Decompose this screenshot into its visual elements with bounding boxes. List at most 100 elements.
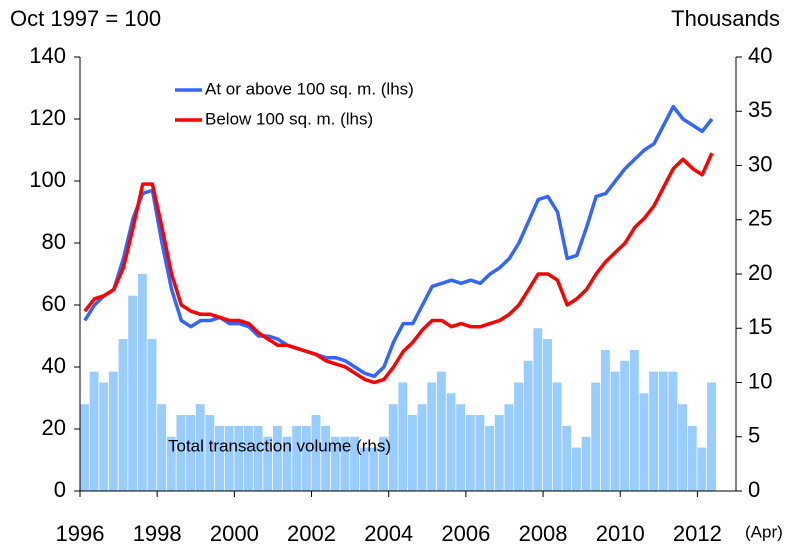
y2-axis-title: Thousands [671,6,780,31]
bar [340,436,350,491]
bar [224,425,234,491]
bar [707,382,716,491]
bar [166,436,176,491]
y-tick-label: 40 [42,353,66,378]
bar [581,436,591,491]
bar [330,436,340,491]
bar [359,447,369,491]
annotation: (Apr) [745,522,783,541]
bar [485,425,495,491]
bar [398,382,408,491]
bar [128,295,138,491]
bar [253,425,263,491]
bar [108,371,118,491]
bar [282,436,292,491]
y-tick-label: 120 [29,105,66,130]
bar [176,415,186,491]
bar [147,339,157,491]
x-tick-label: 2012 [673,521,722,546]
bar [668,371,678,491]
y-tick-label: 100 [29,167,66,192]
bar [195,404,205,491]
x-tick-label: 2002 [287,521,336,546]
bar [157,404,167,491]
bar [263,436,273,491]
bar [475,415,485,491]
bar [697,447,707,491]
y2-tick-label: 40 [748,43,772,68]
annotation: Total transaction volume (rhs) [168,436,391,455]
x-tick-label: 1996 [56,521,105,546]
bar [533,328,543,491]
bar [80,404,89,491]
bar [89,371,99,491]
y2-tick-label: 20 [748,260,772,285]
bar [408,415,417,491]
bar [572,447,581,491]
bar [215,425,224,491]
bar [678,404,687,491]
bar [552,382,562,491]
bar [504,404,514,491]
y2-tick-label: 15 [748,314,772,339]
bar [205,415,215,491]
bar [649,371,659,491]
x-tick-label: 2004 [364,521,413,546]
bar [446,393,456,491]
bar [687,425,697,491]
bar [639,393,649,491]
y-tick-label: 80 [42,229,66,254]
bar [600,349,610,491]
bar [311,415,321,491]
bar [137,274,147,491]
x-tick-label: 2006 [441,521,490,546]
bar [301,425,311,491]
bar [658,371,668,491]
bar [369,447,379,491]
bar [244,425,253,491]
bar [388,404,398,491]
y2-tick-label: 10 [748,368,772,393]
y-axis-title: Oct 1997 = 100 [10,6,161,31]
bar [494,415,504,491]
bar [272,425,282,491]
bar [186,415,195,491]
y-tick-label: 20 [42,415,66,440]
legend-label: Below 100 sq. m. (lhs) [205,109,373,128]
bar [292,425,302,491]
bar [436,371,446,491]
bar [562,425,572,491]
bar [514,382,523,491]
line [83,104,714,379]
bar [99,382,109,491]
y2-tick-label: 0 [748,477,760,502]
bar [620,360,630,491]
bar [417,404,427,491]
bar [456,404,466,491]
x-tick-label: 2000 [210,521,259,546]
bar [118,339,128,491]
y-tick-label: 0 [54,477,66,502]
bar [427,382,437,491]
y2-tick-label: 25 [748,206,772,231]
x-tick-label: 2010 [596,521,645,546]
bar [350,436,359,491]
bar [591,382,601,491]
y2-tick-label: 35 [748,97,772,122]
y-tick-label: 140 [29,43,66,68]
bar [321,425,331,491]
bar [610,371,620,491]
bar [379,436,388,491]
legend-label: At or above 100 sq. m. (lhs) [205,79,414,98]
bar [629,349,639,491]
y2-tick-label: 5 [748,423,760,448]
y2-tick-label: 30 [748,151,772,176]
bar [543,339,552,491]
bar [523,360,533,491]
x-tick-label: 1998 [133,521,182,546]
x-tick-label: 2008 [519,521,568,546]
line [83,152,714,385]
y-tick-label: 60 [42,291,66,316]
bar [465,415,475,491]
